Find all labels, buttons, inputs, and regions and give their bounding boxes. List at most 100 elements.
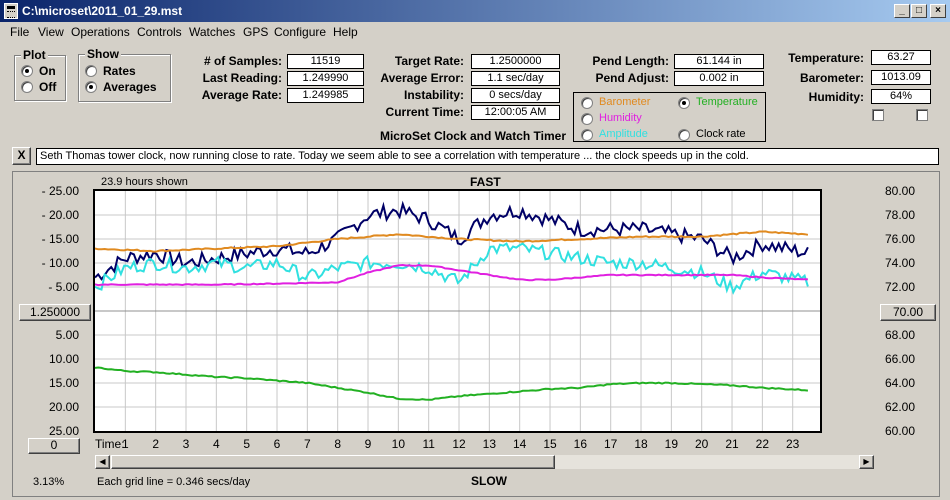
- y-left-tick-top: - 5.00: [48, 280, 79, 294]
- y-right-tick: 80.00: [885, 184, 916, 198]
- title-bar[interactable]: C:\microset\2011_01_29.mst _ □ ×: [0, 0, 950, 22]
- app-icon[interactable]: [4, 3, 18, 19]
- grid-note: Each grid line = 0.346 secs/day: [97, 476, 251, 488]
- menu-gps[interactable]: GPS: [243, 25, 269, 39]
- overlay-options-box: [573, 92, 766, 142]
- overlay-barometer-label[interactable]: Barometer: [599, 96, 651, 108]
- x-tick-16: 16: [573, 437, 588, 451]
- series-humidity: [94, 263, 808, 287]
- time-axis-label: Time:: [95, 437, 125, 451]
- slow-label: SLOW: [471, 474, 507, 488]
- pend-length-field: 61.144 in: [674, 54, 764, 69]
- plot-area[interactable]: [93, 189, 822, 433]
- notes-close-button[interactable]: X: [12, 147, 31, 165]
- y-left-tick-bottom: 10.00: [48, 352, 79, 366]
- barometer-field: 1013.09: [871, 70, 931, 85]
- y-left-tick-bottom: 5.00: [55, 328, 79, 342]
- average-rate-field: 1.249985: [287, 88, 364, 103]
- x-tick-12: 12: [452, 437, 466, 451]
- x-tick-19: 19: [664, 437, 679, 451]
- overlay-clock-rate-radio[interactable]: [678, 129, 690, 141]
- current-time-field: 12:00:05 AM: [471, 105, 560, 120]
- target-rate-label: Target Rate:: [394, 54, 464, 68]
- menu-watches[interactable]: Watches: [189, 25, 236, 39]
- scroll-thumb[interactable]: [111, 455, 555, 469]
- instability-field: 0 secs/day: [471, 88, 560, 103]
- right-center-button[interactable]: 70.00: [880, 304, 936, 321]
- x-tick-8: 8: [334, 437, 342, 451]
- y-right-tick: 78.00: [885, 208, 916, 222]
- maximize-button[interactable]: □: [911, 4, 927, 18]
- chart-panel: [12, 171, 940, 497]
- scroll-left-button[interactable]: ◀: [95, 455, 110, 469]
- overlay-temperature-label[interactable]: Temperature: [696, 96, 758, 108]
- x-tick-10: 10: [391, 437, 406, 451]
- zero-button[interactable]: 0: [28, 438, 80, 454]
- y-left-tick-bottom: 20.00: [48, 400, 79, 414]
- x-tick-13: 13: [482, 437, 497, 451]
- target-rate-field[interactable]: 1.2500000: [471, 54, 560, 69]
- x-tick-1: 1: [121, 437, 129, 451]
- x-tick-20: 20: [695, 437, 709, 451]
- humidity-checkbox[interactable]: [916, 109, 928, 121]
- hours-shown-label: 23.9 hours shown: [101, 176, 188, 188]
- notes-input[interactable]: Seth Thomas tower clock, now running clo…: [36, 148, 939, 165]
- overlay-barometer-radio[interactable]: [581, 97, 593, 109]
- instability-label: Instability:: [403, 88, 464, 102]
- center-rate-button[interactable]: 1.250000: [19, 304, 91, 321]
- menu-bar: File View Operations Controls Watches GP…: [0, 22, 950, 42]
- show-group-title: Show: [85, 47, 121, 61]
- y-right-tick: 62.00: [885, 400, 916, 414]
- pend-adjust-label: Pend Adjust:: [595, 71, 669, 85]
- y-right-tick: 60.00: [885, 424, 916, 438]
- humidity-field: 64%: [871, 89, 931, 104]
- menu-view[interactable]: View: [38, 25, 64, 39]
- menu-help[interactable]: Help: [333, 25, 358, 39]
- y-right-tick: 64.00: [885, 376, 916, 390]
- average-rate-label: Average Rate:: [201, 88, 282, 102]
- temperature-field: 63.27: [871, 50, 931, 65]
- barometer-checkbox[interactable]: [872, 109, 884, 121]
- x-tick-7: 7: [303, 437, 311, 451]
- plot-on-radio[interactable]: [21, 65, 33, 77]
- x-tick-15: 15: [543, 437, 557, 451]
- series-barometer: [94, 230, 809, 253]
- y-right-tick: 66.00: [885, 352, 916, 366]
- overlay-clock-rate-label[interactable]: Clock rate: [696, 128, 746, 140]
- show-rates-label[interactable]: Rates: [103, 64, 136, 78]
- show-averages-label[interactable]: Averages: [103, 80, 157, 94]
- x-tick-2: 2: [152, 437, 159, 451]
- samples-field: 11519: [287, 54, 364, 69]
- menu-controls[interactable]: Controls: [137, 25, 182, 39]
- pend-adjust-field[interactable]: 0.002 in: [674, 71, 764, 86]
- scroll-right-button[interactable]: ▶: [859, 455, 874, 469]
- y-left-tick-top: - 20.00: [41, 208, 79, 222]
- fast-label: FAST: [470, 175, 501, 189]
- plot-on-label[interactable]: On: [39, 64, 56, 78]
- menu-configure[interactable]: Configure: [274, 25, 327, 39]
- temperature-label: Temperature:: [788, 51, 864, 65]
- overlay-humidity-radio[interactable]: [581, 113, 593, 125]
- series-amplitude: [94, 242, 809, 295]
- plot-off-label[interactable]: Off: [39, 80, 57, 94]
- overlay-temperature-radio[interactable]: [678, 97, 690, 109]
- x-tick-14: 14: [512, 437, 527, 451]
- show-averages-radio[interactable]: [85, 81, 97, 93]
- barometer-label: Barometer:: [799, 71, 864, 85]
- series-temperature: [94, 366, 808, 401]
- x-tick-5: 5: [243, 437, 251, 451]
- plot-group: Plot: [14, 48, 66, 101]
- menu-file[interactable]: File: [10, 25, 30, 39]
- overlay-amplitude-label[interactable]: Amplitude: [599, 128, 648, 140]
- show-rates-radio[interactable]: [85, 65, 97, 77]
- x-tick-6: 6: [273, 437, 281, 451]
- plot-off-radio[interactable]: [21, 81, 33, 93]
- overlay-humidity-label[interactable]: Humidity: [599, 112, 642, 124]
- close-button[interactable]: ×: [930, 4, 946, 18]
- minimize-button[interactable]: _: [894, 4, 910, 18]
- time-scrollbar[interactable]: ◀ ▶: [94, 454, 875, 470]
- pend-length-label: Pend Length:: [592, 54, 669, 68]
- overlay-amplitude-radio[interactable]: [581, 129, 593, 141]
- current-time-label: Current Time:: [385, 105, 464, 119]
- menu-operations[interactable]: Operations: [71, 25, 130, 39]
